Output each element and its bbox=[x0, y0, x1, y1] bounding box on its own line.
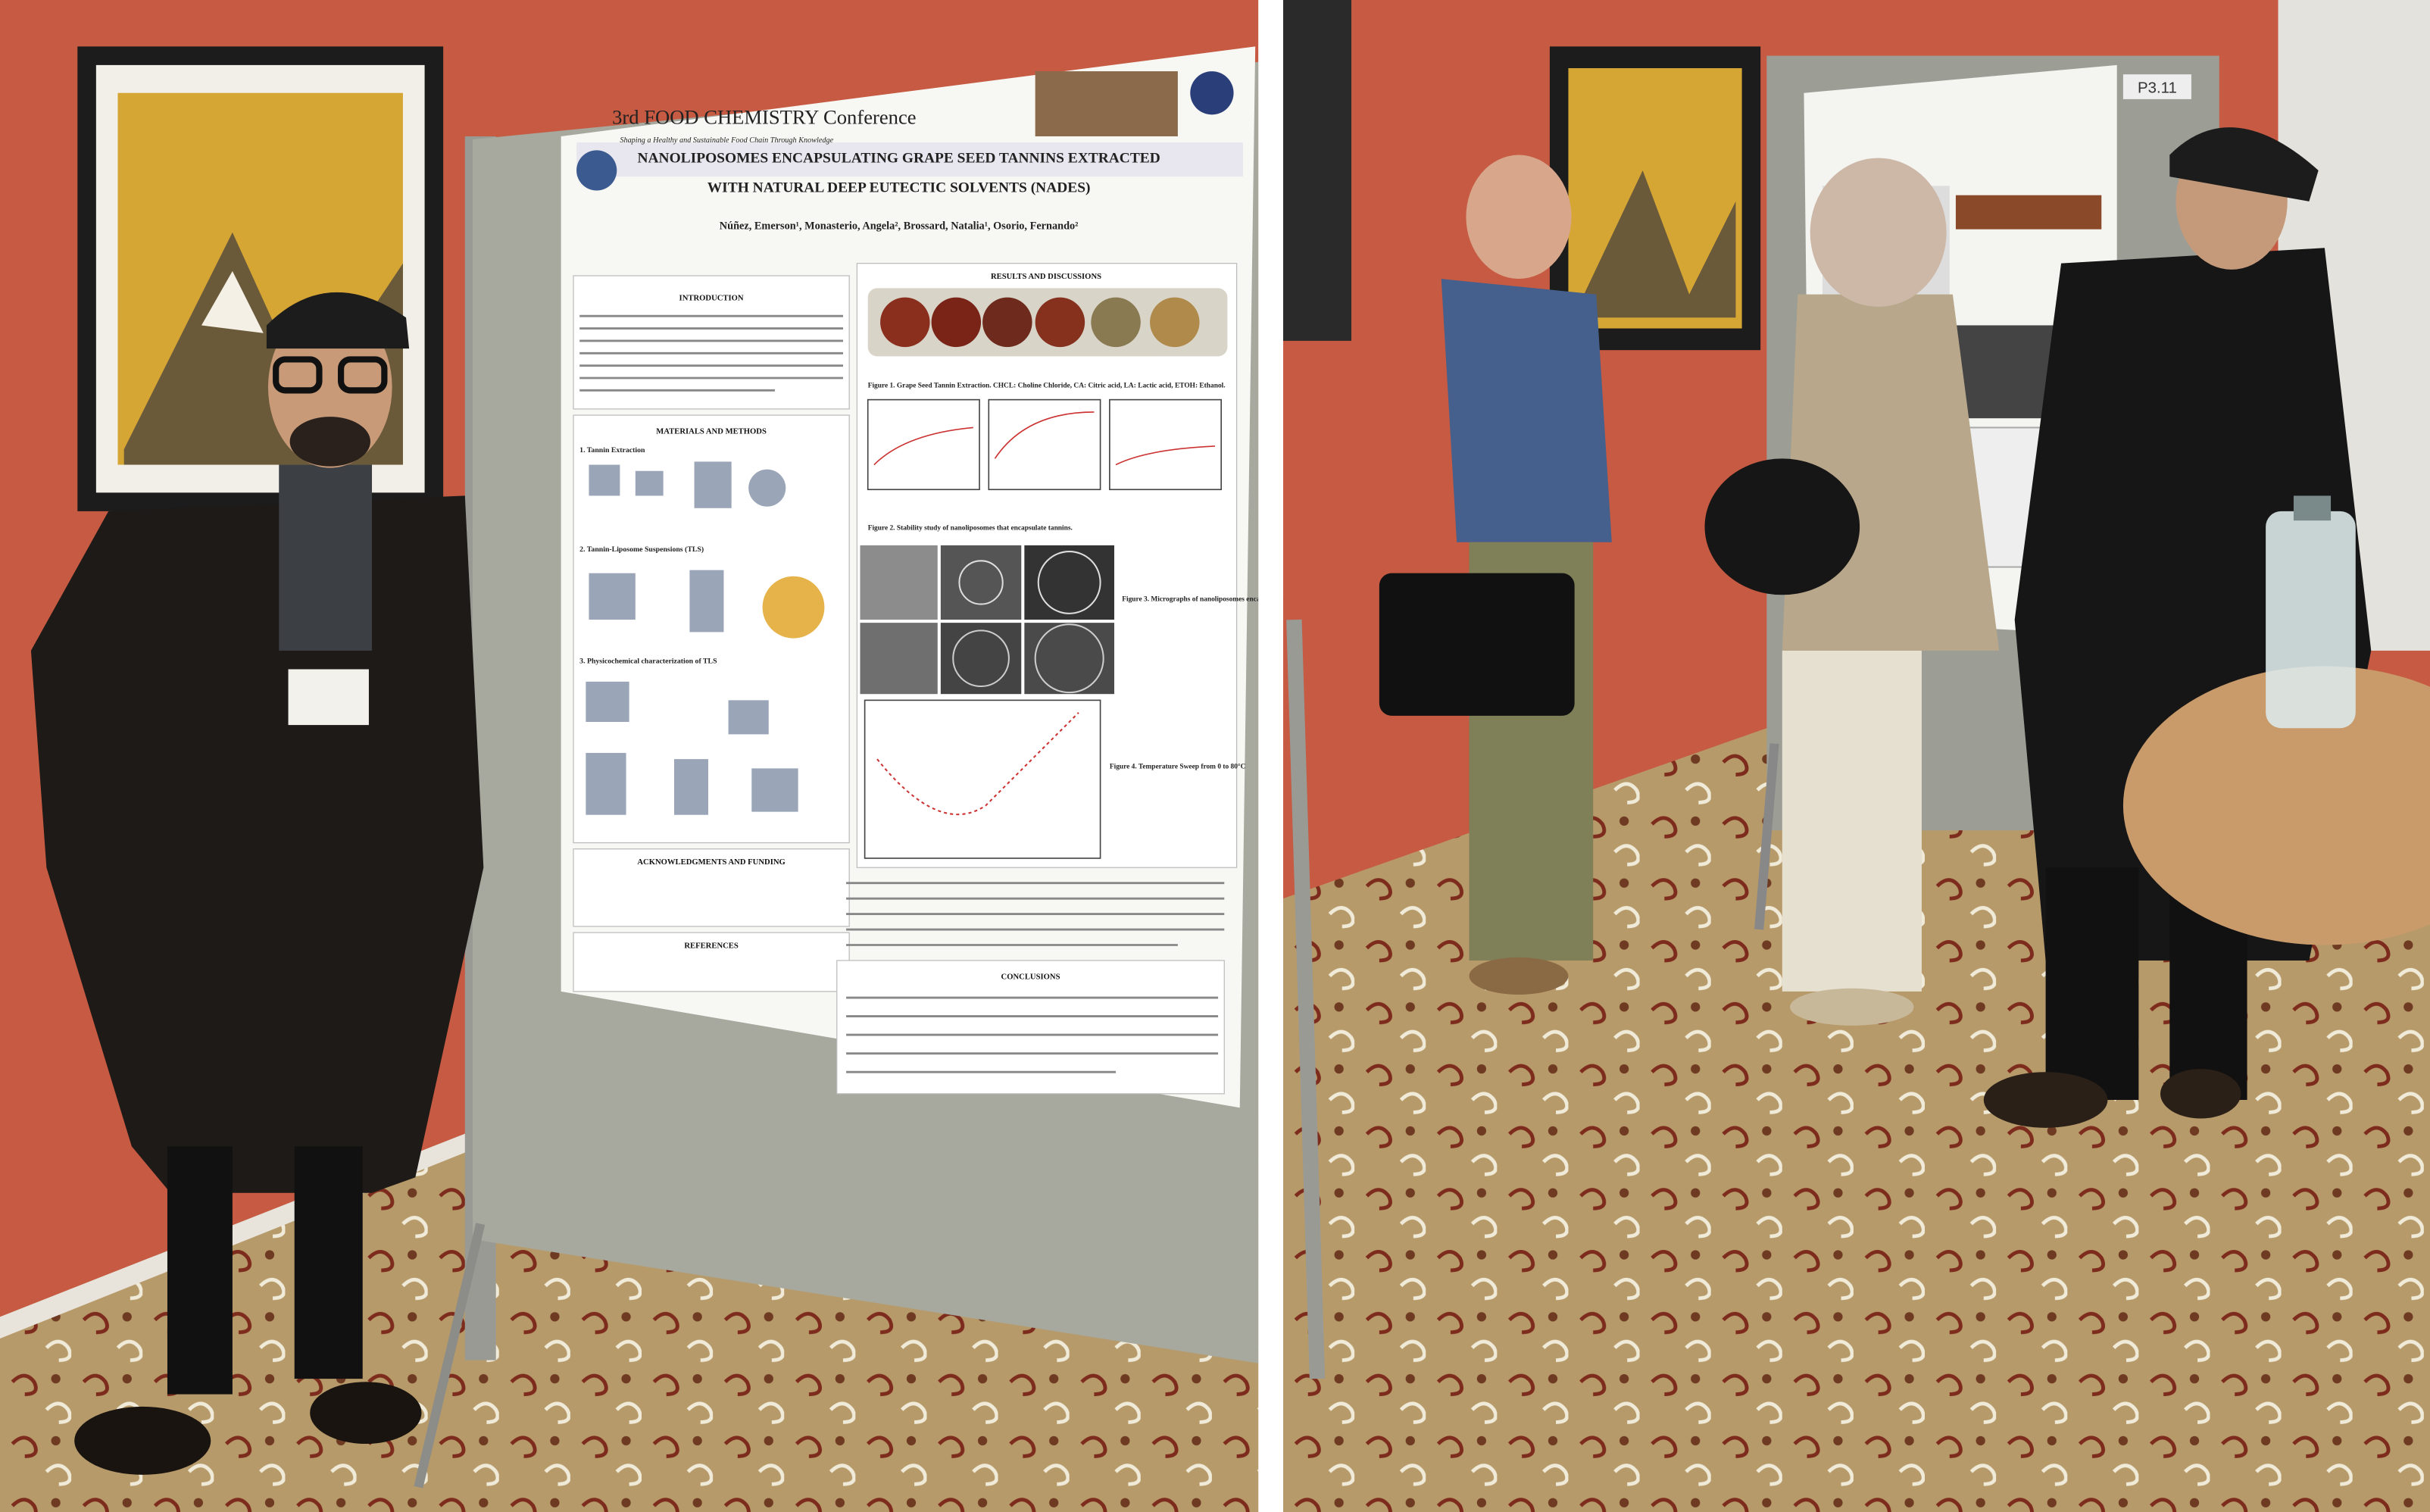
figure-caption: Figure 2. Stability study of nanoliposom… bbox=[868, 524, 1073, 532]
figure-caption: Figure 1. Grape Seed Tannin Extraction. … bbox=[868, 382, 1226, 389]
section-heading: MATERIALS AND METHODS bbox=[656, 428, 767, 436]
art-frame bbox=[1283, 0, 1352, 341]
references-box bbox=[573, 932, 850, 992]
bottle-cap bbox=[2293, 495, 2332, 521]
section-heading: REFERENCES bbox=[684, 942, 739, 951]
poster-header bbox=[576, 142, 1243, 177]
temperature-curve bbox=[876, 712, 1079, 816]
name-badge bbox=[288, 669, 369, 726]
right-photo: P3.11 bbox=[1283, 0, 2430, 1512]
water-bottle bbox=[2266, 511, 2356, 729]
body-text bbox=[846, 882, 1225, 1073]
board-leg bbox=[414, 1223, 486, 1489]
board-leg bbox=[1754, 743, 1779, 930]
left-photo: 3rd FOOD CHEMISTRY Conference Shaping a … bbox=[0, 0, 1314, 1512]
conference-tagline: Shaping a Healthy and Sustainable Food C… bbox=[620, 136, 833, 145]
section-heading: CONCLUSIONS bbox=[1001, 973, 1060, 981]
section-heading: RESULTS AND DISCUSSIONS bbox=[991, 273, 1101, 281]
body-text bbox=[579, 314, 843, 392]
visitor bbox=[1379, 155, 1612, 995]
stability-plots bbox=[867, 398, 1223, 491]
section-heading: ACKNOWLEDGMENTS AND FUNDING bbox=[637, 858, 785, 867]
figure-caption: Figure 4. Temperature Sweep from 0 to 80… bbox=[1110, 762, 1246, 770]
table-top bbox=[2122, 666, 2430, 945]
method-icons bbox=[586, 461, 825, 815]
presenter bbox=[30, 292, 484, 1475]
sample-dishes bbox=[880, 297, 1200, 348]
art-mountain bbox=[1573, 170, 1736, 318]
temperature-plot bbox=[864, 699, 1101, 859]
micrographs bbox=[860, 545, 1115, 695]
ack-box bbox=[573, 848, 850, 927]
method-step: 2. Tannin-Liposome Suspensions (TLS) bbox=[579, 545, 704, 554]
method-step: 1. Tannin Extraction bbox=[579, 446, 645, 455]
visitor bbox=[1704, 158, 2000, 1026]
art-peak bbox=[201, 270, 264, 333]
poster-title: WITH NATURAL DEEP EUTECTIC SOLVENTS (NAD… bbox=[707, 180, 1091, 196]
university-logo bbox=[576, 150, 617, 191]
city-image bbox=[1035, 71, 1178, 136]
poster-authors: Núñez, Emerson¹, Monasterio, Angela², Br… bbox=[720, 220, 1079, 233]
divider bbox=[1258, 0, 1284, 1512]
conference-name: 3rd FOOD CHEMISTRY Conference bbox=[612, 106, 916, 129]
poster-number-tag bbox=[2122, 74, 2191, 99]
figure-caption: Figure 3. Micrographs of nanoliposomes e… bbox=[1122, 595, 1314, 603]
poster-number: P3.11 bbox=[2138, 80, 2177, 97]
intro-box bbox=[573, 275, 850, 410]
method-step: 3. Physicochemical characterization of T… bbox=[579, 657, 717, 665]
poster-title: NANOLIPOSOMES ENCAPSULATING GRAPE SEED T… bbox=[637, 151, 1160, 167]
section-heading: INTRODUCTION bbox=[679, 295, 744, 303]
university-logo bbox=[1190, 71, 1234, 115]
board-frame bbox=[1286, 619, 1326, 1379]
